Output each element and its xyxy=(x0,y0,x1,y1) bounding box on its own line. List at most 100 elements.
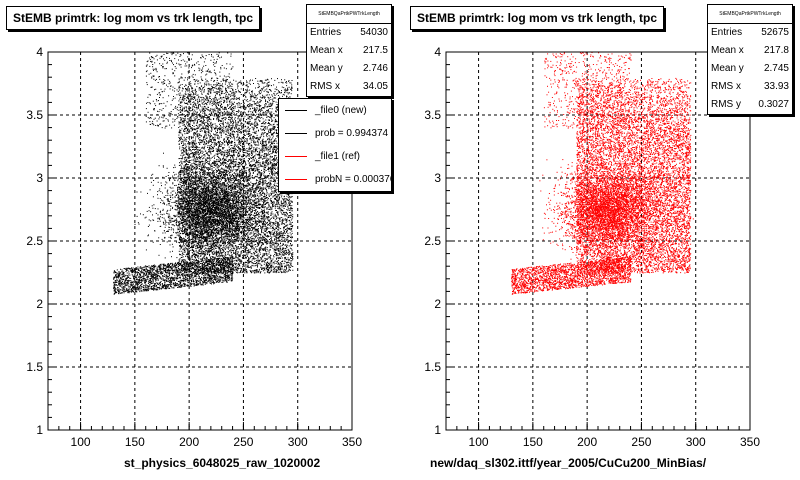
data-point xyxy=(178,134,180,136)
data-point xyxy=(275,159,277,160)
data-point xyxy=(267,250,269,252)
data-point xyxy=(229,90,231,92)
data-point xyxy=(289,235,291,237)
data-point xyxy=(275,237,277,239)
data-point xyxy=(274,91,276,93)
data-point xyxy=(207,145,209,147)
data-point xyxy=(213,155,215,157)
data-point xyxy=(227,136,229,138)
data-point xyxy=(275,118,277,120)
data-point xyxy=(206,157,208,159)
data-point xyxy=(197,120,198,122)
data-point xyxy=(178,186,180,188)
data-point xyxy=(211,146,213,148)
data-point xyxy=(181,189,183,191)
data-point xyxy=(236,139,238,141)
data-point xyxy=(246,260,248,262)
data-point xyxy=(256,212,258,213)
data-point xyxy=(232,125,234,127)
data-point xyxy=(242,196,243,198)
data-point xyxy=(195,151,197,153)
data-point xyxy=(193,168,195,170)
data-point xyxy=(237,258,239,260)
data-point xyxy=(222,173,224,175)
data-point xyxy=(262,248,264,250)
data-point xyxy=(252,256,254,258)
data-point xyxy=(236,208,238,209)
data-point xyxy=(275,148,277,150)
data-point xyxy=(286,244,288,246)
data-point xyxy=(180,246,182,248)
data-point xyxy=(258,200,260,202)
data-point xyxy=(225,127,226,129)
data-point xyxy=(223,132,225,134)
data-point xyxy=(187,141,189,142)
data-point xyxy=(215,228,216,230)
data-point xyxy=(260,134,262,136)
data-point xyxy=(263,253,265,254)
data-point xyxy=(250,249,252,251)
data-point xyxy=(252,95,254,97)
data-point xyxy=(280,204,282,206)
data-point xyxy=(276,205,278,207)
data-point xyxy=(292,225,294,227)
data-point xyxy=(252,136,254,137)
data-point xyxy=(246,174,247,176)
data-point xyxy=(264,145,266,146)
data-point xyxy=(267,102,269,103)
data-point xyxy=(219,245,221,247)
data-point xyxy=(206,121,208,123)
data-point xyxy=(270,90,272,92)
data-point xyxy=(225,116,227,118)
data-point xyxy=(244,195,246,197)
data-point xyxy=(193,183,195,185)
data-point xyxy=(217,272,219,274)
data-point xyxy=(276,114,278,116)
data-point xyxy=(199,149,201,151)
data-point xyxy=(270,254,272,256)
data-point xyxy=(198,160,200,162)
data-point xyxy=(257,187,259,189)
data-point xyxy=(196,131,198,133)
data-point xyxy=(261,258,263,260)
data-point xyxy=(212,270,214,272)
data-point xyxy=(268,84,269,86)
data-point xyxy=(192,149,193,151)
data-point xyxy=(193,241,195,243)
data-point xyxy=(221,91,223,93)
data-point xyxy=(216,148,218,150)
data-point xyxy=(240,91,241,93)
data-point xyxy=(224,247,226,249)
data-point xyxy=(272,202,273,204)
data-point xyxy=(186,253,188,255)
data-point xyxy=(199,113,200,115)
data-point xyxy=(206,143,208,144)
data-point xyxy=(258,270,260,272)
data-point xyxy=(281,204,283,206)
data-point xyxy=(284,88,286,90)
data-point xyxy=(222,122,224,124)
data-point xyxy=(289,200,291,202)
data-point xyxy=(189,91,191,93)
data-point xyxy=(209,138,211,140)
data-point xyxy=(285,239,287,241)
data-point xyxy=(232,154,234,156)
data-point xyxy=(221,210,223,212)
data-point xyxy=(267,212,269,214)
data-point xyxy=(290,269,291,271)
data-point xyxy=(208,116,210,118)
data-point xyxy=(290,244,292,246)
data-point xyxy=(257,205,259,206)
data-point xyxy=(248,86,249,88)
data-point xyxy=(267,268,269,270)
data-point xyxy=(281,194,283,196)
data-point xyxy=(186,242,188,243)
data-point xyxy=(195,118,197,120)
data-point xyxy=(179,209,181,211)
data-point xyxy=(196,187,198,189)
data-point xyxy=(220,251,222,253)
data-point xyxy=(194,103,196,105)
data-point xyxy=(203,116,204,118)
data-point xyxy=(209,90,211,92)
data-point xyxy=(258,142,259,144)
